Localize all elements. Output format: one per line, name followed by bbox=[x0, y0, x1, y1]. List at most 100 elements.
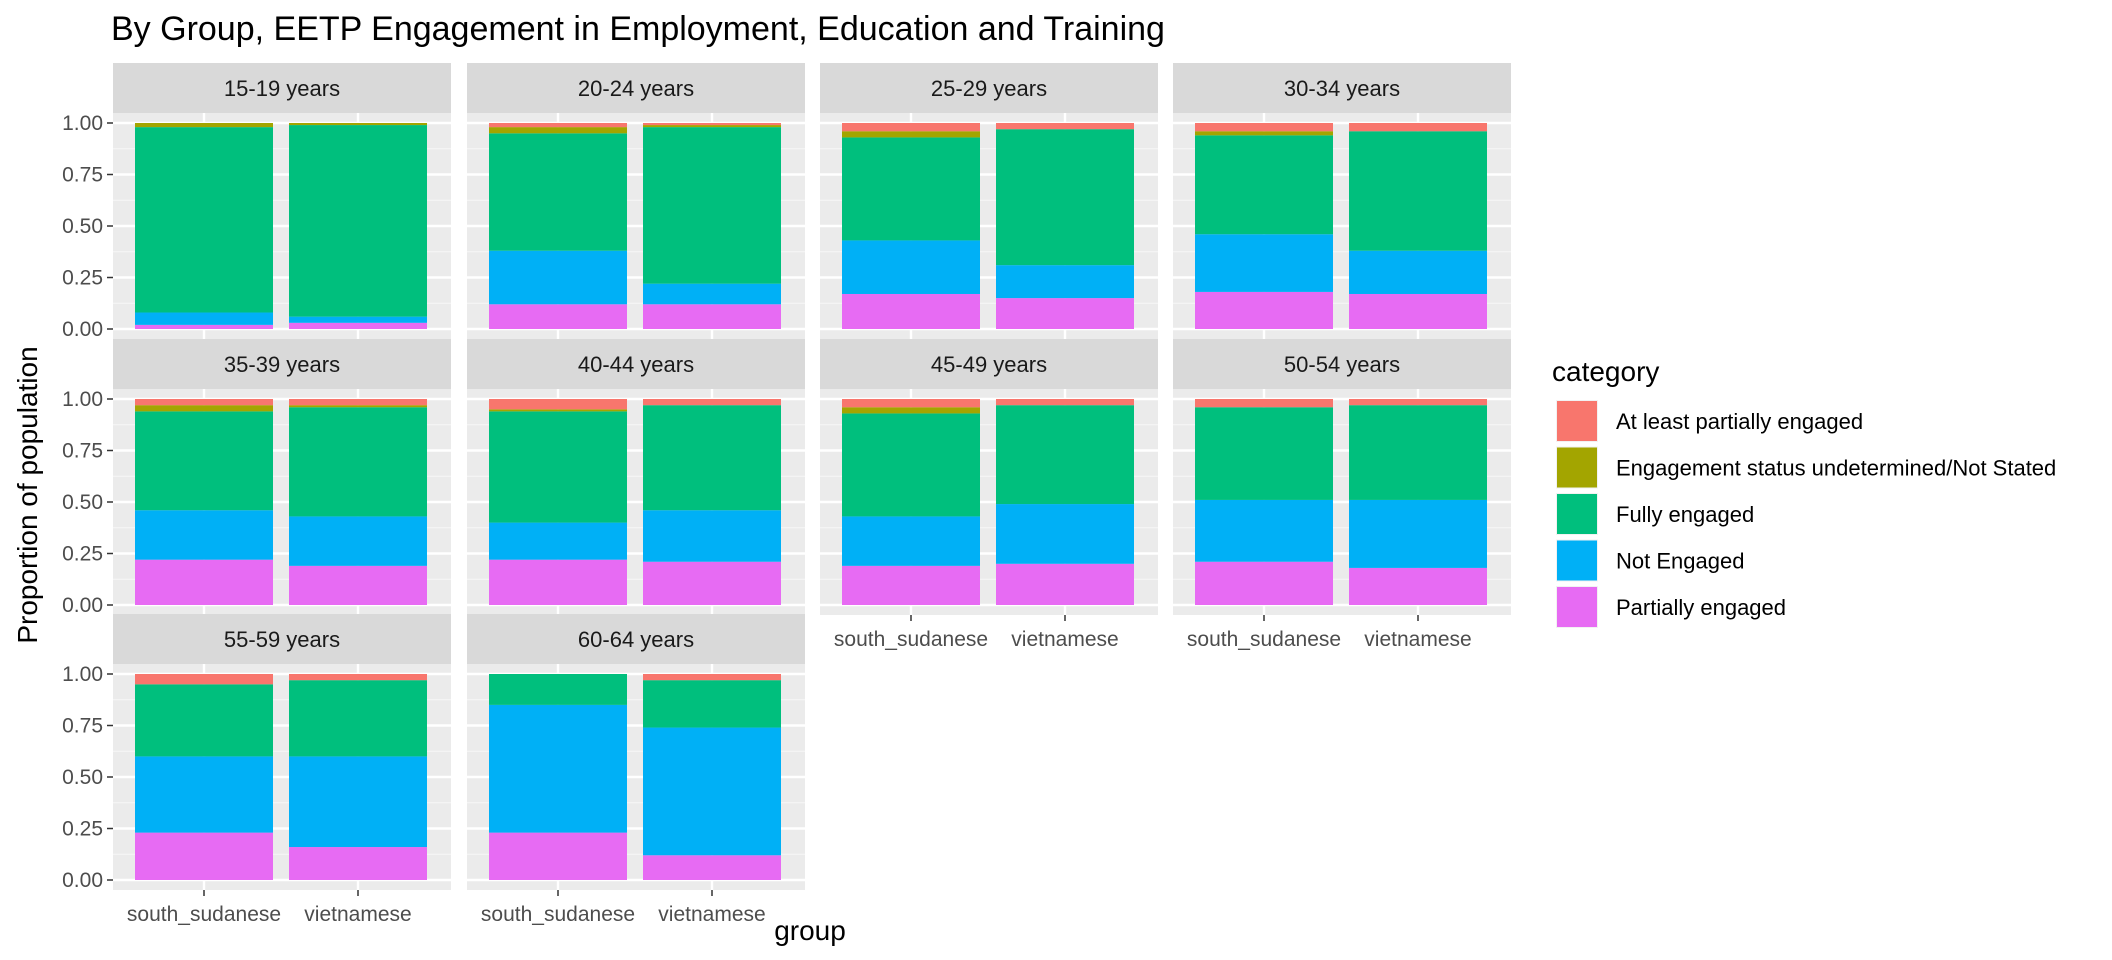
facet-strip-label: 55-59 years bbox=[224, 627, 340, 652]
bar-segment-at-least-partially-engaged bbox=[643, 123, 781, 126]
bar-segment-not-engaged bbox=[842, 240, 980, 294]
legend-label: Fully engaged bbox=[1616, 502, 1754, 527]
y-tick-label: 0.50 bbox=[62, 215, 103, 238]
bar-segment-not-engaged bbox=[1195, 234, 1333, 292]
y-tick-label: 1.00 bbox=[62, 663, 103, 686]
bar-segment-not-engaged bbox=[643, 727, 781, 856]
y-tick-label: 0.25 bbox=[62, 543, 103, 566]
bar-segment-at-least-partially-engaged bbox=[842, 399, 980, 408]
bar-segment-not-engaged bbox=[996, 265, 1134, 299]
bar-segment-partially-engaged bbox=[1349, 293, 1487, 329]
bar-segment-not-engaged bbox=[489, 522, 627, 560]
bar-segment-fully-engaged bbox=[643, 680, 781, 728]
bar-segment-partially-engaged bbox=[489, 832, 627, 880]
bar-segment-fully-engaged bbox=[289, 125, 427, 317]
bar-segment-at-least-partially-engaged bbox=[643, 674, 781, 681]
chart-title: By Group, EETP Engagement in Employment,… bbox=[111, 10, 1165, 48]
facet-strip-20-24-years bbox=[467, 63, 805, 113]
facet-panels: 15-19 years 0.00 0.25 0.50 0.75 1.00 20-24 yea… bbox=[62, 63, 1511, 926]
bar-segment-fully-engaged bbox=[996, 129, 1134, 266]
facet-strip-30-34-years bbox=[1173, 63, 1511, 113]
bar-segment-partially-engaged bbox=[643, 304, 781, 329]
legend-title: category bbox=[1552, 356, 1659, 387]
bar-segment-fully-engaged bbox=[1195, 135, 1333, 235]
x-tick-label: south_sudanese bbox=[834, 628, 988, 651]
x-tick-label: vietnamese bbox=[1364, 628, 1471, 651]
y-tick-label: 0.00 bbox=[62, 869, 103, 892]
bar-segment-fully-engaged bbox=[289, 407, 427, 517]
bar-segment-partially-engaged bbox=[1195, 291, 1333, 329]
bar-segment-engagement-status-undetermined-not-stated bbox=[489, 409, 627, 412]
bar-segment-partially-engaged bbox=[289, 322, 427, 329]
x-tick-label: vietnamese bbox=[1011, 628, 1118, 651]
bar-segment-fully-engaged bbox=[1349, 405, 1487, 500]
bar-segment-engagement-status-undetermined-not-stated bbox=[489, 127, 627, 134]
bar-segment-partially-engaged bbox=[842, 565, 980, 605]
legend-label: At least partially engaged bbox=[1616, 409, 1863, 434]
bar-segment-engagement-status-undetermined-not-stated bbox=[289, 123, 427, 126]
bar-segment-partially-engaged bbox=[289, 565, 427, 605]
bar-segment-fully-engaged bbox=[996, 405, 1134, 505]
facet-strip-label: 35-39 years bbox=[224, 352, 340, 377]
x-tick-label: south_sudanese bbox=[481, 903, 635, 926]
bar-segment-fully-engaged bbox=[643, 127, 781, 284]
bar-segment-at-least-partially-engaged bbox=[1349, 399, 1487, 406]
y-axis-title: Proportion of population bbox=[12, 346, 43, 643]
bar-segment-not-engaged bbox=[1349, 499, 1487, 568]
bar-segment-partially-engaged bbox=[135, 559, 273, 605]
bar-segment-engagement-status-undetermined-not-stated bbox=[135, 123, 273, 128]
facet-strip-label: 45-49 years bbox=[931, 352, 1047, 377]
bar-segment-at-least-partially-engaged bbox=[996, 399, 1134, 406]
y-tick-label: 0.75 bbox=[62, 440, 103, 463]
facet-strip-50-54-years bbox=[1173, 339, 1511, 389]
y-tick-label: 0.00 bbox=[62, 594, 103, 617]
bar-segment-at-least-partially-engaged bbox=[489, 399, 627, 410]
facet-strip-35-39-years bbox=[113, 339, 451, 389]
bar-segment-not-engaged bbox=[289, 756, 427, 848]
y-tick-label: 0.50 bbox=[62, 491, 103, 514]
y-tick-label: 1.00 bbox=[62, 112, 103, 135]
bar-segment-fully-engaged bbox=[489, 411, 627, 523]
legend-key-engagement-status-undetermined-not-stated bbox=[1557, 447, 1597, 488]
facet-strip-label: 15-19 years bbox=[224, 76, 340, 101]
bar-segment-partially-engaged bbox=[996, 563, 1134, 605]
bar-segment-not-engaged bbox=[289, 316, 427, 323]
bar-segment-partially-engaged bbox=[135, 324, 273, 329]
bar-segment-not-engaged bbox=[1349, 250, 1487, 294]
bar-segment-at-least-partially-engaged bbox=[1349, 123, 1487, 132]
bar-segment-partially-engaged bbox=[489, 304, 627, 329]
bar-segment-partially-engaged bbox=[643, 855, 781, 880]
bar-segment-not-engaged bbox=[643, 283, 781, 305]
legend: category At least partially engaged Engag… bbox=[1552, 356, 2056, 628]
bar-segment-not-engaged bbox=[1195, 499, 1333, 562]
facet-strip-60-64-years bbox=[467, 614, 805, 664]
bar-segment-at-least-partially-engaged bbox=[489, 123, 627, 128]
bar-segment-fully-engaged bbox=[489, 133, 627, 251]
bar-segment-partially-engaged bbox=[842, 293, 980, 329]
bar-segment-not-engaged bbox=[289, 516, 427, 566]
bar-segment-at-least-partially-engaged bbox=[135, 674, 273, 685]
x-axis-title: group bbox=[774, 915, 846, 946]
bar-segment-fully-engaged bbox=[1195, 407, 1333, 500]
legend-label: Engagement status undetermined/Not State… bbox=[1616, 456, 2056, 481]
facet-strip-label: 25-29 years bbox=[931, 76, 1047, 101]
bar-segment-not-engaged bbox=[135, 756, 273, 833]
bar-segment-fully-engaged bbox=[643, 405, 781, 511]
bar-segment-at-least-partially-engaged bbox=[289, 399, 427, 406]
facet-strip-25-29-years bbox=[820, 63, 1158, 113]
bar-segment-partially-engaged bbox=[996, 298, 1134, 329]
y-tick-label: 0.75 bbox=[62, 164, 103, 187]
bar-segment-at-least-partially-engaged bbox=[643, 399, 781, 406]
bar-segment-partially-engaged bbox=[1349, 567, 1487, 605]
bar-segment-partially-engaged bbox=[489, 559, 627, 605]
bar-segment-partially-engaged bbox=[135, 832, 273, 880]
facet-strip-40-44-years bbox=[467, 339, 805, 389]
facet-strip-15-19-years bbox=[113, 63, 451, 113]
bar-segment-engagement-status-undetermined-not-stated bbox=[1195, 131, 1333, 136]
bar-segment-at-least-partially-engaged bbox=[1195, 123, 1333, 132]
legend-key-partially-engaged bbox=[1557, 587, 1597, 627]
y-tick-label: 0.25 bbox=[62, 818, 103, 841]
x-tick-label: south_sudanese bbox=[1187, 628, 1341, 651]
bar-segment-engagement-status-undetermined-not-stated bbox=[135, 405, 273, 412]
